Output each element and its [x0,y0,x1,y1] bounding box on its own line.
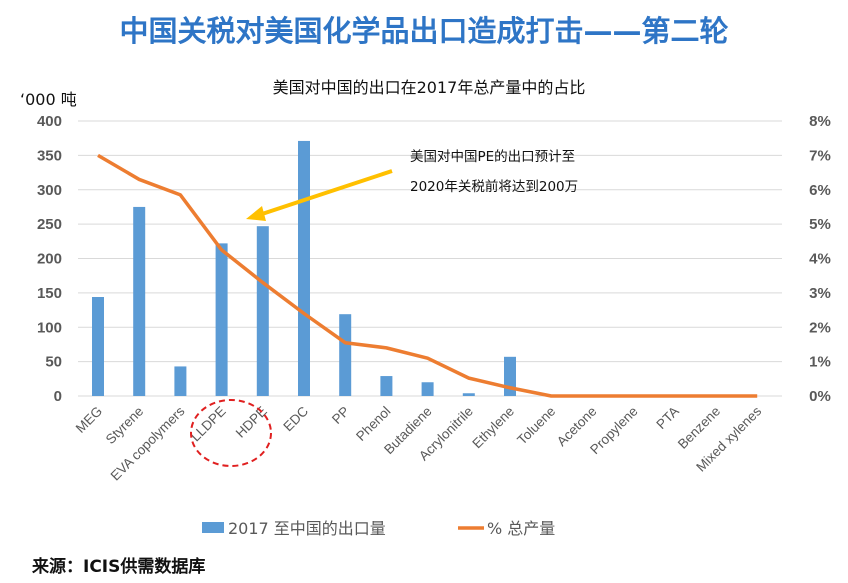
left-axis-unit: ‘000 吨 [20,90,77,109]
bar-phenol [380,376,393,396]
left-tick-label: 100 [37,319,62,336]
bar-pp [339,314,352,396]
right-tick-label: 0% [809,388,831,405]
page-title: 中国关税对美国化学品出口造成打击——第二轮 [119,14,729,48]
bar-styrene [133,206,146,396]
right-tick-label: 6% [809,182,831,199]
bar-edc [298,140,310,396]
x-tick-label: MEG [73,404,105,436]
x-tick-label: EVA copolymers [108,403,188,483]
left-tick-label: 250 [37,216,62,233]
annotation-text: 美国对中国PE的出口预计至 [410,149,575,165]
legend-bar-label: 2017 至中国的出口量 [228,519,386,538]
x-tick-label: Toluene [514,404,558,448]
bar-hdpe [256,226,269,396]
highlight-ellipse [190,399,272,467]
left-tick-label: 300 [37,182,62,199]
right-tick-label: 8% [809,113,831,130]
bar-butadiene [421,382,434,396]
right-tick-label: 3% [809,285,831,302]
arrow-head-icon [246,206,266,221]
left-tick-label: 50 [45,354,62,371]
legend-line-label: % 总产量 [487,519,555,538]
left-tick-label: 400 [37,113,62,130]
right-tick-label: 4% [809,251,831,268]
x-tick-label: HDPE [233,404,270,441]
bar-lldpe [215,243,228,396]
left-tick-label: 350 [37,147,62,164]
left-tick-label: 0 [54,388,62,405]
source-note: 来源：ICIS供需数据库 [32,557,206,577]
legend-bar-swatch [202,522,224,533]
chart-title: 美国对中国的出口在2017年总产量中的占比 [272,78,586,97]
x-tick-label: PP [329,404,352,427]
bar-eva-copolymers [174,366,187,396]
bar-acrylonitrile [462,393,475,396]
bar-meg [92,297,104,396]
right-tick-label: 1% [809,354,831,371]
x-tick-label: LLDPE [188,404,229,445]
right-tick-label: 7% [809,147,831,164]
right-tick-label: 5% [809,216,831,233]
x-tick-label: EDC [280,403,311,434]
right-tick-label: 2% [809,319,831,336]
annotation-text: 2020年关税前将达到200万 [410,178,578,195]
annotation-arrow [261,169,393,216]
x-tick-label: Phenol [353,404,393,444]
x-tick-label: Ethylene [469,404,517,452]
left-tick-label: 150 [37,285,62,302]
x-tick-label: PTA [653,404,681,432]
left-tick-label: 200 [37,251,62,268]
